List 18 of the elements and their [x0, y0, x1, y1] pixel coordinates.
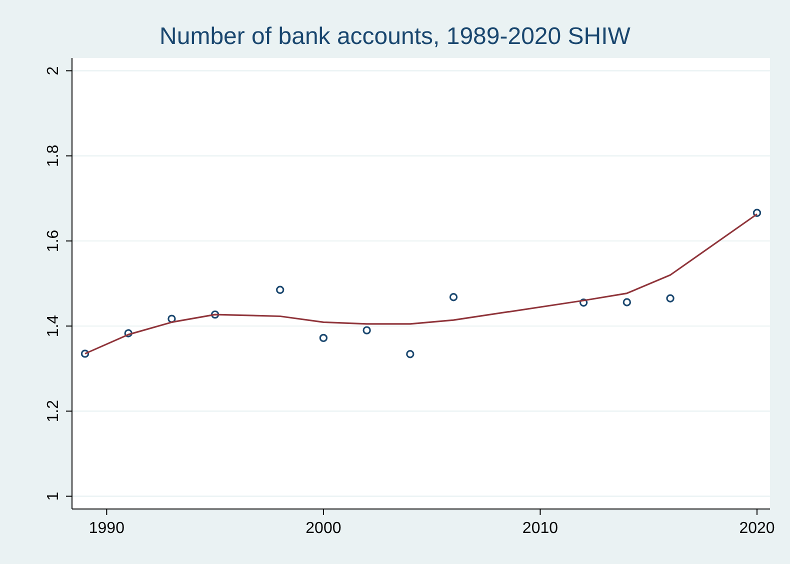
point — [449, 293, 458, 302]
point — [622, 298, 632, 306]
x-tick-label: 2020 — [739, 520, 775, 537]
chart-title: Number of bank accounts, 1989-2020 SHIW — [160, 23, 631, 50]
point — [666, 294, 674, 302]
x-tick-label: 2010 — [522, 520, 558, 537]
point — [406, 350, 414, 358]
y-tick-label: 2 — [45, 66, 62, 76]
y-tick-label: 1.8 — [45, 144, 62, 167]
point — [362, 326, 371, 334]
y-tick-label: 1.4 — [45, 314, 62, 338]
point — [319, 334, 328, 342]
y-tick-label: 1 — [45, 492, 62, 501]
x-tick-label: 2000 — [306, 520, 342, 537]
y-tick-label: 1.2 — [45, 400, 62, 422]
y-tick-label: 1.6 — [45, 230, 62, 252]
point — [276, 286, 284, 294]
x-tick-label: 1990 — [88, 520, 125, 537]
